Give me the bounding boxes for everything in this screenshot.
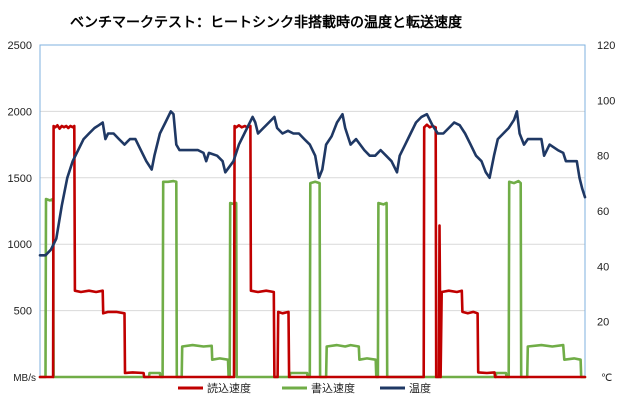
legend-label: 書込速度 (311, 381, 355, 395)
left-axis-unit: MB/s (13, 373, 36, 384)
plot-area (39, 44, 586, 378)
left-tick-label: 1000 (8, 239, 32, 251)
right-axis-unit: ℃ (601, 373, 612, 384)
right-tick-label: 20 (597, 317, 609, 329)
left-tick-label: 1500 (8, 173, 32, 185)
series-line-read (38, 123, 587, 379)
right-tick-label: 100 (597, 95, 615, 107)
right-tick-label: 80 (597, 151, 609, 163)
left-axis-ticks: 500 1000 1500 2000 2500 (8, 40, 32, 318)
legend-label: 温度 (409, 381, 431, 395)
left-tick-label: 2500 (8, 40, 32, 52)
series-line-temperature (38, 110, 587, 257)
right-tick-label: 120 (597, 40, 615, 52)
left-tick-label: 2000 (8, 106, 32, 118)
left-tick-label: 500 (14, 306, 32, 318)
right-tick-label: 60 (597, 206, 609, 218)
right-tick-label: 40 (597, 261, 609, 273)
right-axis-ticks: 20 40 60 80 100 120 (597, 40, 615, 329)
series-line-write (38, 179, 587, 379)
series-lines (38, 110, 587, 379)
legend: 読込速度 書込速度 温度 (178, 381, 431, 395)
chart-title: ベンチマークテスト：ヒートシンク非搭載時の温度と転送速度 (70, 14, 463, 31)
legend-label: 読込速度 (207, 381, 251, 395)
gridlines (40, 44, 585, 312)
